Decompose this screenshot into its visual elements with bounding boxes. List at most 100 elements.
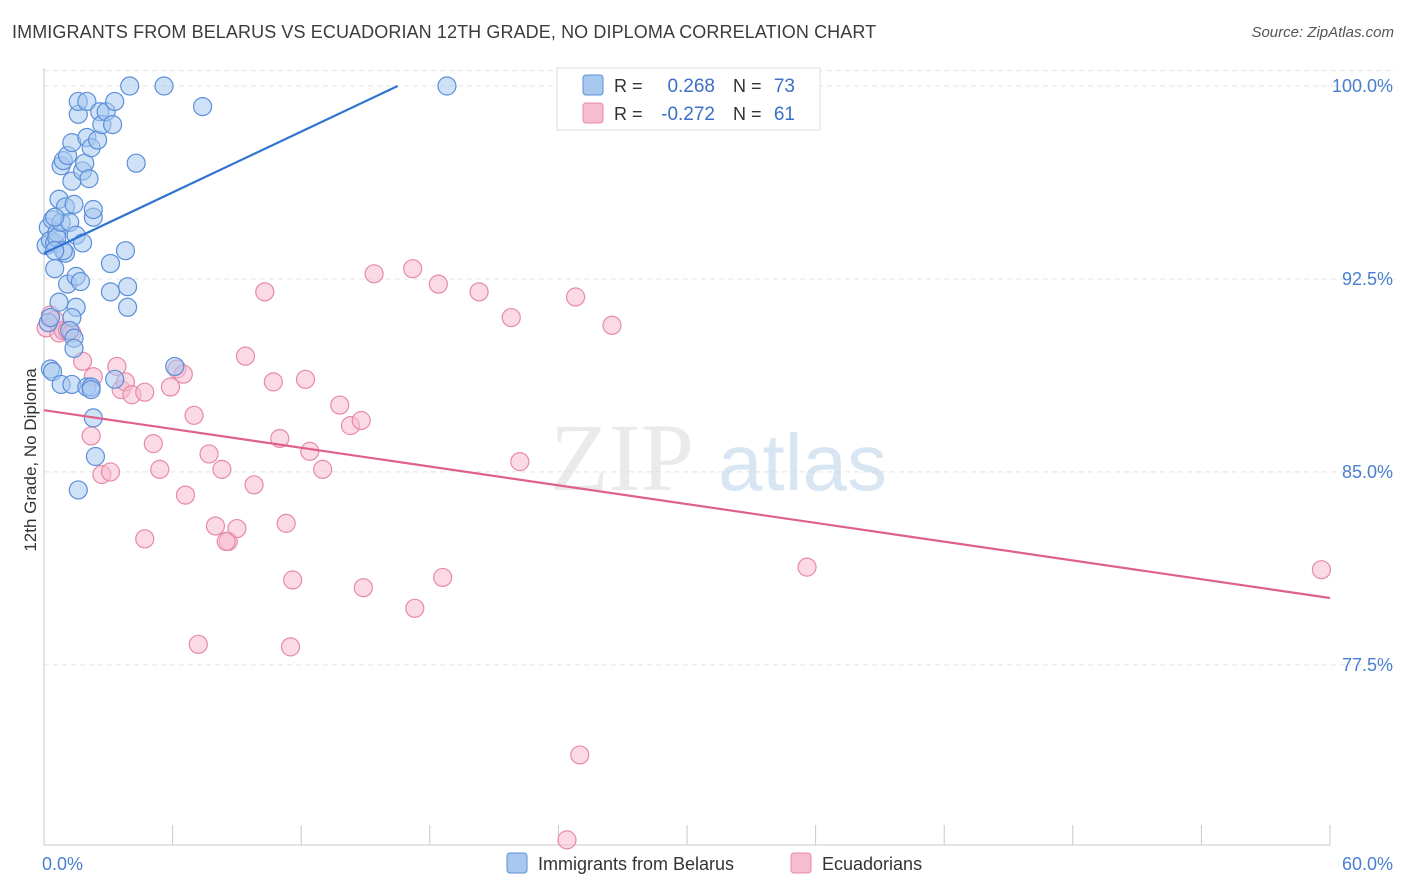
belarus-point: [40, 307, 61, 328]
belarus-point: [64, 194, 84, 214]
ecuadorians-point: [300, 441, 320, 461]
ecuadorians-point: [216, 531, 236, 552]
trend-lines: [43, 85, 1331, 600]
source-credit: Source: ZipAtlas.com: [1251, 24, 1394, 41]
belarus-point: [72, 233, 93, 253]
ecuadorians-point: [351, 410, 371, 431]
trend-line-belarus: [43, 85, 399, 255]
ecuadorians-point: [330, 395, 350, 415]
ecuadorians-point: [557, 830, 577, 850]
watermark-zip: ZIP: [550, 404, 694, 511]
ecuadorians-point: [160, 377, 181, 397]
belarus-point: [437, 76, 457, 96]
axes: [43, 68, 1331, 846]
tick-labels: 77.5% 85.0% 92.5% 100.0% 0.0% 60.0%: [42, 76, 1393, 874]
ecuadorians-point: [1311, 560, 1332, 580]
belarus-point: [45, 259, 65, 279]
ecuadorians-point: [184, 405, 204, 425]
belarus-point: [79, 169, 99, 189]
ecuadorians-point: [244, 475, 264, 495]
ecuadorians-point: [797, 557, 817, 577]
watermark: ZIP atlas: [550, 404, 887, 511]
ecuadorians-point: [501, 307, 521, 328]
legend-swatch-ecuadorians: [790, 852, 812, 874]
y-tick-label: 85.0%: [1342, 462, 1393, 482]
belarus-point: [105, 369, 125, 389]
ecuadorians-point: [570, 745, 590, 765]
series-belarus-points: [36, 76, 457, 500]
ecuadorians-point: [263, 372, 283, 392]
belarus-point: [102, 115, 123, 135]
y-axis-label: 12th Grade, No Diploma: [21, 368, 40, 552]
ecuadorians-point: [143, 434, 163, 454]
y-tick-label: 100.0%: [1332, 76, 1393, 96]
ecuadorians-point: [469, 282, 489, 302]
ecuadorians-point: [364, 264, 384, 284]
belarus-point: [100, 253, 121, 274]
belarus-point: [81, 380, 101, 400]
ecuadorians-point: [276, 513, 296, 533]
belarus-point: [49, 292, 69, 312]
belarus-point: [120, 76, 140, 96]
ecuadorians-point: [188, 634, 208, 654]
ecuadorians-point: [405, 598, 425, 618]
trend-line-ecuadorians: [43, 409, 1331, 600]
ecuadorians-point: [280, 637, 301, 657]
belarus-point: [165, 356, 185, 377]
belarus-point: [83, 199, 103, 220]
belarus-point: [45, 207, 65, 227]
ecuadorians-point: [175, 485, 196, 505]
y-tick-label: 77.5%: [1342, 655, 1393, 675]
stats-n-label-blue: N =: [733, 76, 762, 96]
stats-legend: R = 0.268 N = 73 R = -0.272 N = 61: [556, 67, 821, 131]
stats-n-value-blue: 73: [774, 76, 795, 97]
stats-r-value-pink: -0.272: [661, 104, 715, 125]
ecuadorians-point: [283, 570, 303, 590]
belarus-point: [105, 91, 125, 112]
legend-swatch-belarus: [506, 852, 528, 874]
stats-r-label-blue: R =: [614, 76, 643, 96]
ecuadorians-point: [602, 315, 622, 335]
x-tick-label: 60.0%: [1342, 854, 1393, 874]
watermark-atlas: atlas: [718, 418, 887, 507]
belarus-point: [70, 271, 91, 292]
ecuadorians-point: [150, 459, 170, 479]
ecuadorians-point: [81, 426, 101, 446]
legend-label-ecuadorians: Ecuadorians: [822, 854, 922, 874]
belarus-point: [117, 297, 138, 317]
ecuadorians-point: [295, 369, 316, 389]
legend-label-belarus: Immigrants from Belarus: [538, 854, 734, 874]
stats-r-label-pink: R =: [614, 104, 643, 124]
series-ecuadorians-points: [36, 259, 1332, 850]
ecuadorians-point: [428, 274, 448, 294]
ecuadorians-point: [235, 346, 256, 366]
ecuadorians-point: [403, 259, 423, 279]
ecuadorians-point: [433, 567, 453, 588]
y-tick-label: 92.5%: [1342, 269, 1393, 289]
series-legend: Immigrants from Belarus Ecuadorians: [506, 852, 922, 874]
ecuadorians-point: [199, 444, 219, 464]
ecuadorians-point: [227, 518, 247, 539]
ecuadorians-point: [510, 452, 530, 472]
belarus-point: [117, 277, 138, 297]
belarus-point: [100, 282, 121, 302]
ecuadorians-point: [135, 529, 155, 549]
belarus-point: [154, 76, 174, 96]
ecuadorians-point: [205, 516, 226, 536]
ecuadorians-point: [212, 459, 232, 479]
belarus-point: [64, 338, 84, 359]
stats-n-value-pink: 61: [774, 104, 795, 125]
stats-n-label-pink: N =: [733, 104, 762, 124]
ecuadorians-point: [353, 578, 373, 598]
belarus-point: [77, 91, 97, 112]
ecuadorians-point: [313, 459, 333, 479]
belarus-point: [126, 153, 146, 173]
chart-title: IMMIGRANTS FROM BELARUS VS ECUADORIAN 12…: [12, 22, 877, 42]
ecuadorians-point: [255, 282, 275, 302]
belarus-point: [115, 241, 136, 261]
stats-swatch-blue: [582, 74, 604, 96]
ecuadorians-point: [100, 462, 121, 482]
stats-swatch-pink: [582, 102, 604, 124]
belarus-point: [68, 480, 88, 500]
